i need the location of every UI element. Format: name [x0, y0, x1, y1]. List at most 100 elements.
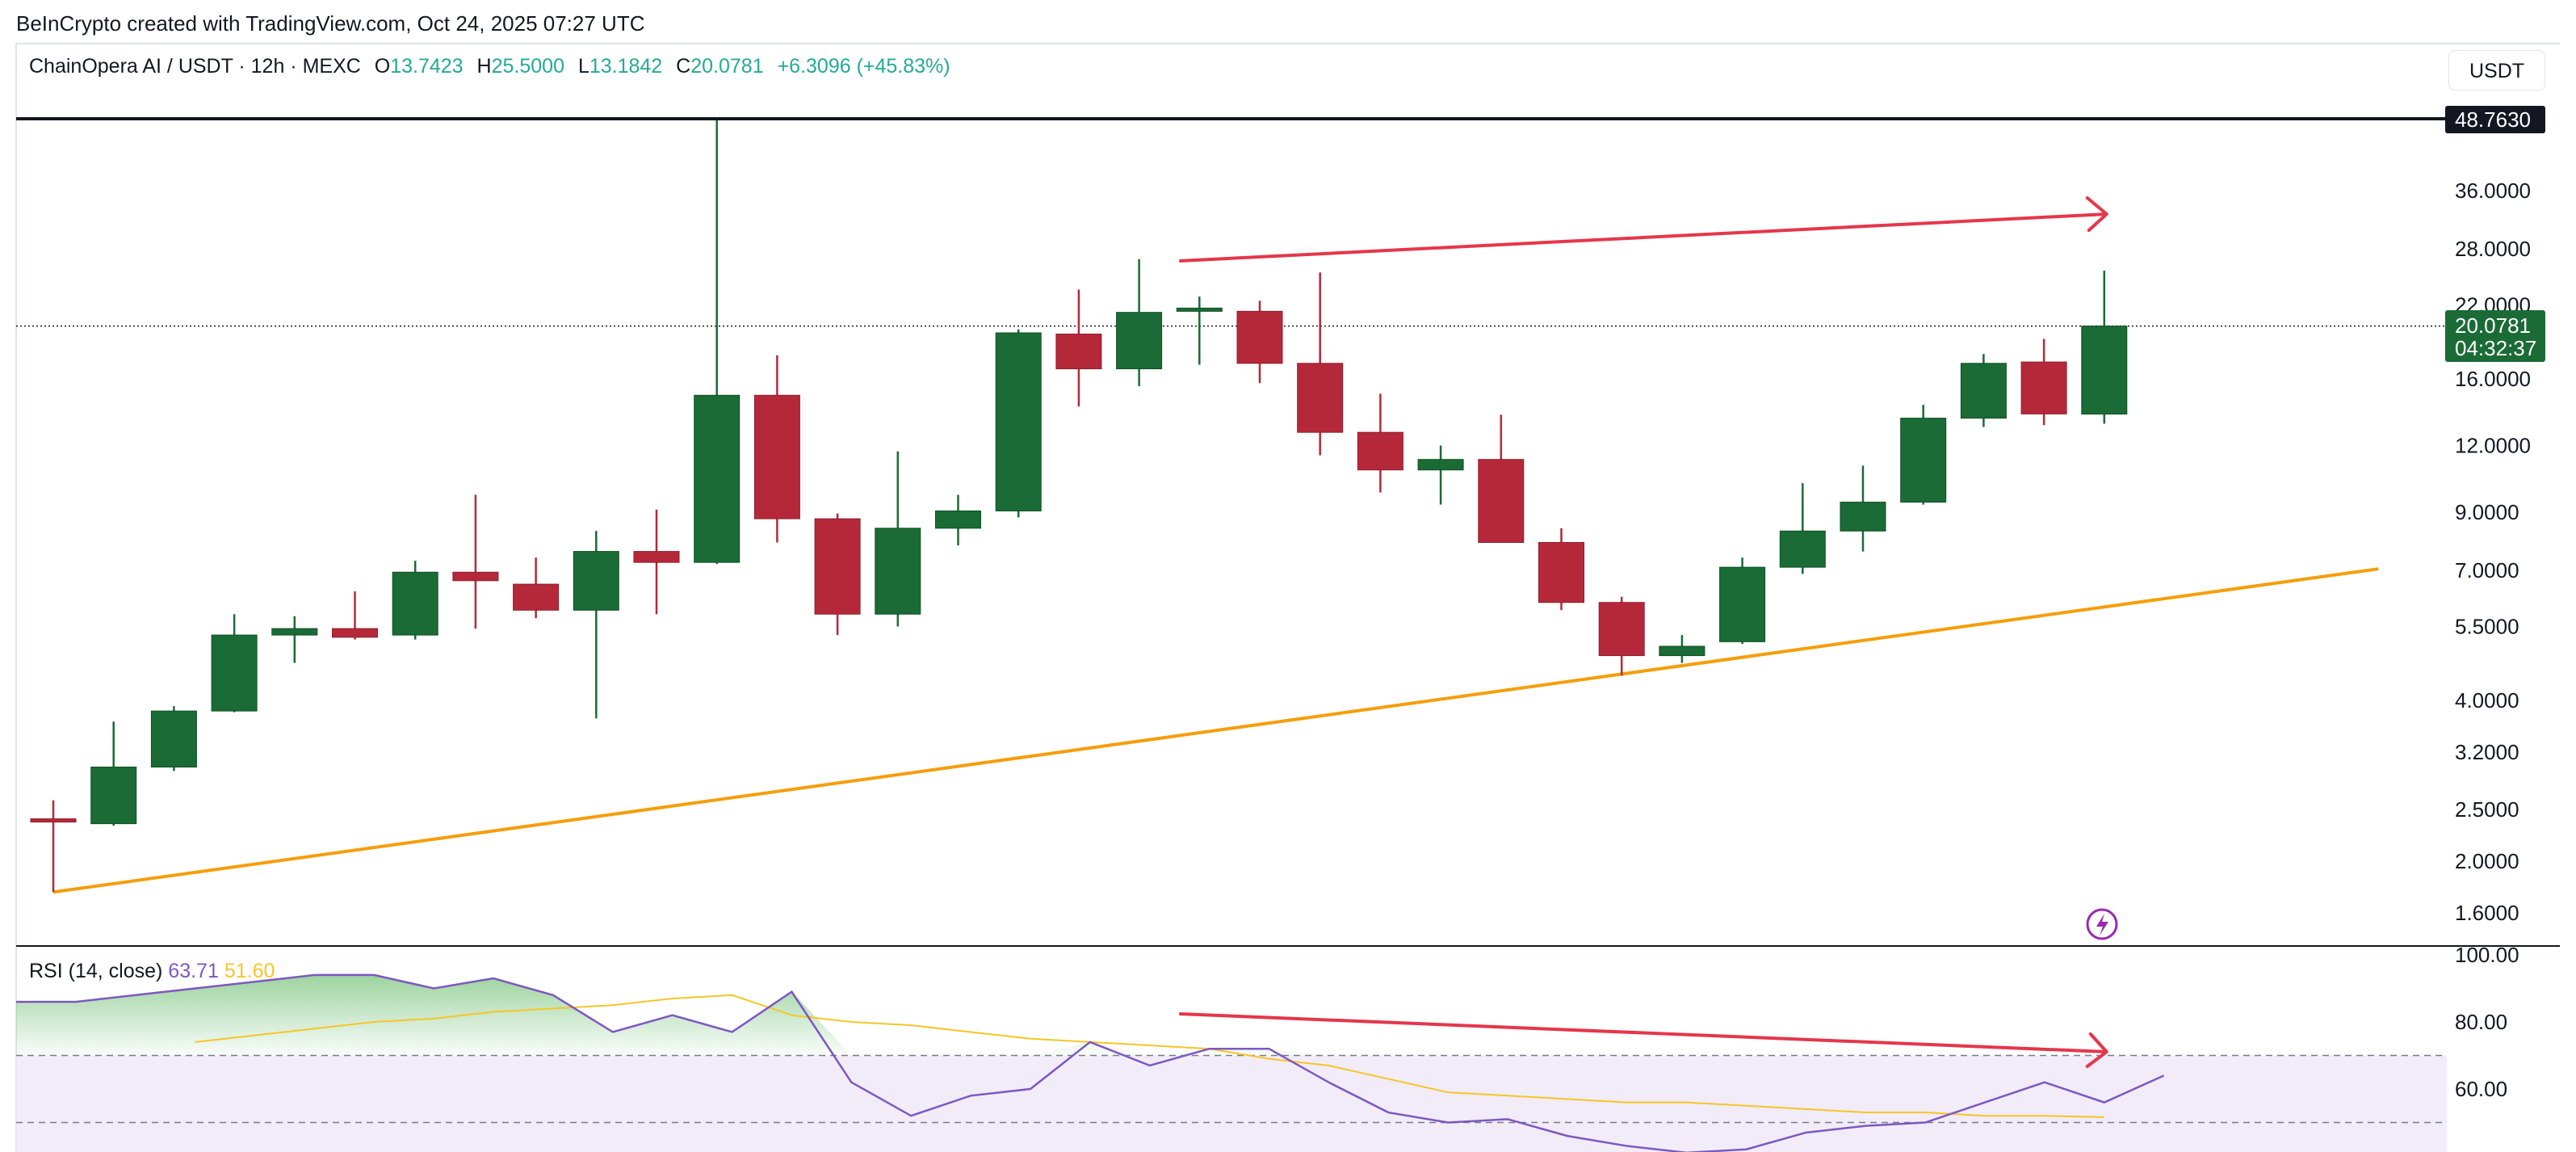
- bullish-candle-body: [1659, 645, 1705, 657]
- candle: [1779, 483, 1826, 574]
- high-price-badge-bg: [2445, 106, 2545, 133]
- rsi-ma-line: [195, 994, 2104, 1118]
- bearish-candle-body: [1055, 334, 1102, 370]
- bearish-candle-body: [753, 394, 800, 519]
- price-tick-label: 7.0000: [2455, 558, 2519, 582]
- candle: [90, 721, 137, 826]
- candle: [995, 329, 1042, 518]
- bullish-candle-body: [2081, 326, 2128, 415]
- symbol-title: ChainOpera AI / USDT · 12h · MEXC: [29, 55, 361, 78]
- candle: [271, 616, 318, 663]
- support-trendline: [52, 567, 2379, 894]
- attribution-text: BeInCrypto created with TradingView.com,…: [16, 11, 645, 36]
- rsi-tick-label: 100.00: [2455, 943, 2519, 967]
- candle: [633, 509, 680, 615]
- open-label: O: [374, 55, 391, 78]
- rsi-band-fill: [16, 1055, 2447, 1152]
- rsi-line: [16, 973, 2165, 1152]
- bullish-candle-body: [694, 394, 740, 563]
- candle: [211, 614, 258, 713]
- high-label: H: [476, 55, 492, 78]
- divergence-arrowhead: [2085, 1032, 2108, 1068]
- bearish-candle-body: [513, 583, 560, 611]
- candle: [2020, 338, 2067, 426]
- rsi-pane[interactable]: [16, 973, 2447, 1152]
- bearish-candle-body: [1598, 602, 1645, 657]
- bullish-candle-body: [1176, 307, 1223, 312]
- bullish-candle-body: [1417, 459, 1464, 471]
- bullish-candle-body: [1900, 418, 1947, 503]
- rsi-axis: 100.00 80.00 60.00: [2455, 943, 2519, 1101]
- bearish-candle-body: [1236, 310, 1283, 364]
- candle: [573, 531, 619, 719]
- price-tick-label: 12.0000: [2455, 433, 2531, 457]
- bullish-candle-body: [995, 332, 1042, 511]
- candle: [1297, 272, 1344, 456]
- rsi-tick-label: 60.00: [2455, 1077, 2507, 1101]
- symbol-legend: ChainOpera AI / USDT · 12h · MEXC O13.74…: [29, 55, 950, 78]
- candle: [1417, 445, 1464, 505]
- candle: [694, 120, 740, 565]
- candle: [1116, 259, 1163, 386]
- bullish-candle-body: [90, 767, 137, 825]
- bullish-candle-body: [1779, 530, 1826, 568]
- bullish-candle-body: [1116, 312, 1163, 370]
- high-price-badge-text: 48.7630: [2455, 107, 2531, 132]
- price-tick-label: 16.0000: [2455, 367, 2531, 391]
- candle: [1538, 528, 1584, 611]
- bearish-candle-body: [1357, 431, 1403, 471]
- candle: [753, 355, 800, 543]
- candle: [1840, 465, 1886, 552]
- low-value: 13.1842: [589, 55, 663, 78]
- bearish-candle-body: [332, 628, 378, 638]
- close-value: 20.0781: [690, 55, 764, 78]
- price-tick-label: 2.5000: [2455, 797, 2519, 822]
- price-tick-label: 4.0000: [2455, 688, 2519, 713]
- last-price-badge-bg: [2445, 310, 2545, 362]
- bearish-candle-body: [633, 551, 680, 563]
- rsi-legend-label: RSI (14, close): [29, 960, 163, 982]
- candle: [150, 706, 197, 772]
- bullish-candle-body: [392, 571, 438, 636]
- bearish-candle-body: [452, 571, 499, 582]
- candle: [452, 494, 499, 629]
- bearish-candle-body: [1538, 541, 1584, 603]
- price-tick-label: 28.0000: [2455, 237, 2531, 261]
- candle: [1176, 296, 1223, 365]
- bearish-candle-body: [814, 518, 861, 615]
- candle: [1900, 405, 1947, 505]
- bearish-candle-body: [30, 818, 77, 823]
- candle: [1719, 557, 1766, 645]
- low-label: L: [577, 55, 589, 78]
- bullish-candle-body: [1960, 363, 2007, 419]
- candle: [2081, 271, 2128, 424]
- candle: [1960, 354, 2007, 427]
- high-value: 25.5000: [491, 55, 564, 78]
- candle: [1055, 289, 1102, 407]
- change-value: +6.3096 (+45.83%): [777, 55, 950, 78]
- candle: [30, 800, 77, 893]
- candle: [875, 451, 921, 627]
- price-tick-label: 5.5000: [2455, 614, 2519, 638]
- price-tick-label: 1.6000: [2455, 901, 2519, 925]
- currency-button[interactable]: USDT: [2448, 50, 2545, 90]
- last-price-badge-text: 20.0781: [2455, 313, 2531, 338]
- candle: [513, 557, 560, 619]
- price-axis: 36.000028.000022.000016.000012.00009.000…: [2445, 106, 2545, 925]
- candle: [392, 561, 438, 640]
- open-value: 13.7423: [390, 55, 464, 78]
- price-tick-label: 36.0000: [2455, 179, 2531, 203]
- resistance-arrowhead: [2085, 196, 2108, 232]
- bullish-candle-body: [935, 510, 981, 529]
- candle: [935, 494, 981, 546]
- countdown-badge-text: 04:32:37: [2455, 336, 2536, 360]
- bullish-candle-body: [211, 634, 258, 712]
- bullish-candle-body: [150, 710, 197, 768]
- candle: [1478, 414, 1525, 543]
- high-price-badge: 48.7630: [2445, 106, 2545, 133]
- price-tick-label: 9.0000: [2455, 500, 2519, 524]
- candle: [1357, 393, 1403, 493]
- price-pane[interactable]: [15, 43, 2560, 1152]
- bullish-candle-body: [573, 551, 619, 611]
